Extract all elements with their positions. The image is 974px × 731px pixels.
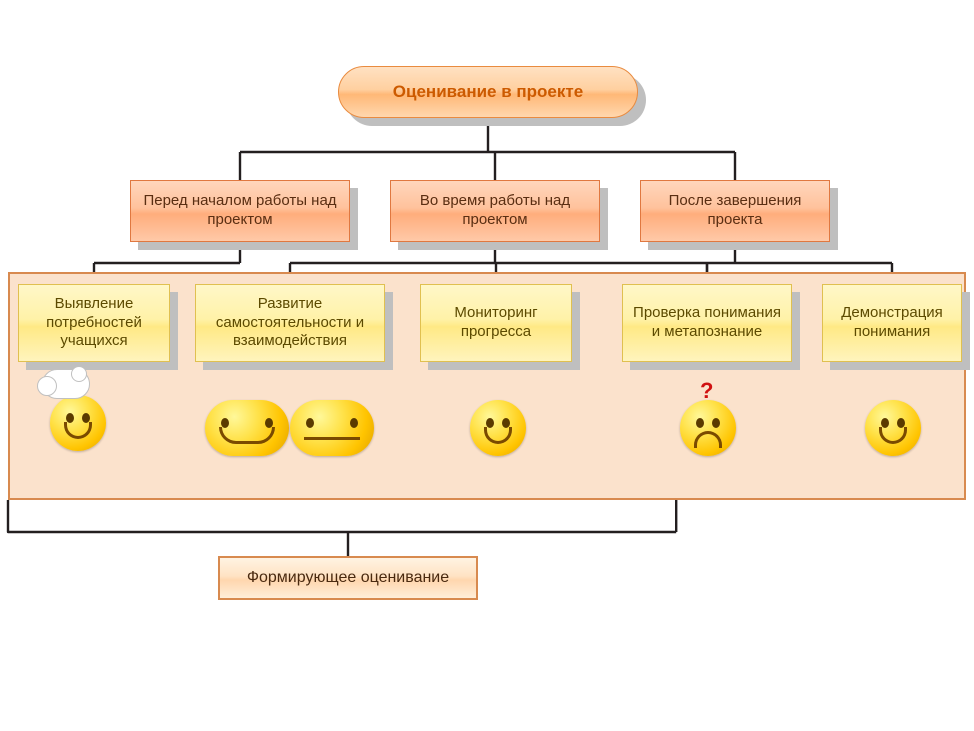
level2-node-during: Во время работы над проектом: [390, 180, 600, 242]
title-node: Оценивание в проекте: [338, 66, 638, 118]
level3-node-needs: Выявление потребностей учащихся: [18, 284, 170, 362]
level3-node-independence: Развитие самостоятельности и взаимодейст…: [195, 284, 385, 362]
satisfied-smiley-icon: [865, 400, 921, 456]
level2-node-before: Перед началом работы над проектом: [130, 180, 350, 242]
level3-node-monitoring: Мониторинг прогресса: [420, 284, 572, 362]
bottom-label: Формирующее оценивание: [247, 568, 449, 588]
bottom-node: Формирующее оценивание: [218, 556, 478, 600]
level2-label: После завершения проекта: [651, 192, 819, 230]
level2-node-after: После завершения проекта: [640, 180, 830, 242]
level3-label: Демонстрация понимания: [831, 304, 953, 342]
diagram-canvas: { "type": "flowchart-tree", "canvas": {"…: [0, 0, 974, 731]
level3-label: Выявление потребностей учащихся: [27, 295, 161, 351]
thinking-smiley-icon: [50, 395, 106, 451]
level3-label: Развитие самостоятельности и взаимодейст…: [204, 295, 376, 351]
whistle-smiley-icon: [470, 400, 526, 456]
level2-label: Во время работы над проектом: [401, 192, 589, 230]
level3-node-check: Проверка понимания и метапознание: [622, 284, 792, 362]
question-smiley-icon: ?: [680, 400, 736, 456]
level3-node-demo: Демонстрация понимания: [822, 284, 962, 362]
level2-label: Перед началом работы над проектом: [141, 192, 339, 230]
smug-pair-icon: [290, 400, 374, 456]
level3-label: Проверка понимания и метапознание: [631, 304, 783, 342]
smiley-pair-icon: [205, 400, 289, 456]
level3-label: Мониторинг прогресса: [429, 304, 563, 342]
title-label: Оценивание в проекте: [393, 81, 583, 102]
